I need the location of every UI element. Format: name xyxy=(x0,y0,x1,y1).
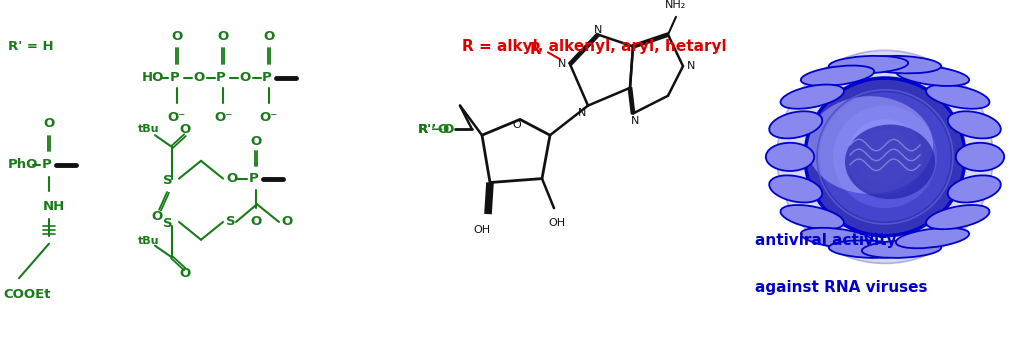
Text: O: O xyxy=(251,215,262,229)
Ellipse shape xyxy=(781,84,844,109)
Ellipse shape xyxy=(896,66,969,86)
Text: R'–O: R'–O xyxy=(418,123,450,136)
Text: NH: NH xyxy=(43,200,65,213)
Ellipse shape xyxy=(805,78,965,236)
Ellipse shape xyxy=(862,56,942,74)
Text: O: O xyxy=(281,215,292,229)
Text: S: S xyxy=(163,217,173,230)
Text: HO: HO xyxy=(142,71,164,84)
Ellipse shape xyxy=(828,240,908,258)
Text: O: O xyxy=(513,120,522,130)
Ellipse shape xyxy=(801,228,874,248)
Text: O: O xyxy=(239,71,251,84)
Text: tBu: tBu xyxy=(138,236,160,246)
Ellipse shape xyxy=(896,228,969,248)
Ellipse shape xyxy=(948,175,1001,202)
Text: antiviral activity: antiviral activity xyxy=(755,233,897,248)
Text: O: O xyxy=(179,267,191,280)
Text: S: S xyxy=(163,174,173,187)
Ellipse shape xyxy=(956,143,1004,171)
Ellipse shape xyxy=(926,84,989,109)
Ellipse shape xyxy=(862,240,942,258)
Text: P: P xyxy=(170,71,179,84)
Text: NH₂: NH₂ xyxy=(665,0,687,10)
Text: O: O xyxy=(193,71,204,84)
Text: O: O xyxy=(179,123,191,136)
Text: O: O xyxy=(171,30,182,43)
Text: COOEt: COOEt xyxy=(3,288,51,301)
Text: P: P xyxy=(42,158,52,171)
Ellipse shape xyxy=(845,124,935,199)
Text: N: N xyxy=(631,116,639,126)
Text: O: O xyxy=(251,135,262,148)
Ellipse shape xyxy=(769,111,822,138)
Text: N: N xyxy=(594,25,602,35)
Text: N: N xyxy=(687,61,695,71)
Ellipse shape xyxy=(769,175,822,202)
Text: N: N xyxy=(557,59,567,69)
Text: O: O xyxy=(217,30,228,43)
Text: O: O xyxy=(226,172,237,185)
Ellipse shape xyxy=(801,66,874,86)
Text: N: N xyxy=(578,108,586,119)
Text: O: O xyxy=(44,117,55,130)
Ellipse shape xyxy=(857,129,913,185)
Text: O: O xyxy=(152,210,163,222)
Text: O⁻: O⁻ xyxy=(168,111,186,124)
Text: PhO: PhO xyxy=(8,158,39,171)
Text: OH: OH xyxy=(474,225,490,235)
Ellipse shape xyxy=(819,92,951,222)
Text: OH: OH xyxy=(548,218,566,228)
Text: O⁻: O⁻ xyxy=(214,111,232,124)
Text: R'’–O: R'’–O xyxy=(418,123,455,136)
Ellipse shape xyxy=(948,111,1001,138)
Text: tBu: tBu xyxy=(138,124,160,134)
Text: against RNA viruses: against RNA viruses xyxy=(755,280,927,294)
Ellipse shape xyxy=(926,205,989,229)
Text: P: P xyxy=(216,71,226,84)
Text: R = alkyl, alkenyl, aryl, hetaryl: R = alkyl, alkenyl, aryl, hetaryl xyxy=(462,39,727,54)
Text: P: P xyxy=(262,71,272,84)
Text: R: R xyxy=(530,42,541,57)
Text: S: S xyxy=(226,215,235,229)
Text: R' = H: R' = H xyxy=(8,40,54,53)
Ellipse shape xyxy=(807,96,933,194)
Ellipse shape xyxy=(828,56,908,74)
Ellipse shape xyxy=(781,205,844,229)
Ellipse shape xyxy=(847,119,923,195)
Text: P: P xyxy=(249,172,259,185)
Ellipse shape xyxy=(833,106,937,208)
Text: O⁻: O⁻ xyxy=(260,111,278,124)
Ellipse shape xyxy=(777,50,993,264)
Text: O: O xyxy=(263,30,275,43)
Ellipse shape xyxy=(766,143,814,171)
